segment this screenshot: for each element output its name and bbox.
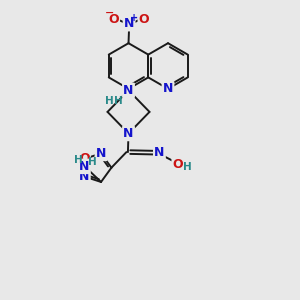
Text: O: O xyxy=(108,13,119,26)
Text: O: O xyxy=(139,13,149,26)
Text: N: N xyxy=(79,160,89,173)
Text: N: N xyxy=(123,84,134,97)
Text: −: − xyxy=(105,8,115,18)
Text: N: N xyxy=(154,146,165,159)
Text: +: + xyxy=(130,13,139,23)
Text: N: N xyxy=(79,170,89,183)
Text: O: O xyxy=(79,152,90,165)
Text: N: N xyxy=(123,127,134,140)
Text: N: N xyxy=(163,82,173,95)
Text: H: H xyxy=(183,162,191,172)
Text: H: H xyxy=(88,157,96,166)
Text: O: O xyxy=(173,158,183,171)
Text: H: H xyxy=(114,96,122,106)
Text: H: H xyxy=(105,96,113,106)
Text: H: H xyxy=(74,155,83,165)
Text: N: N xyxy=(96,147,106,160)
Text: N: N xyxy=(124,17,134,30)
